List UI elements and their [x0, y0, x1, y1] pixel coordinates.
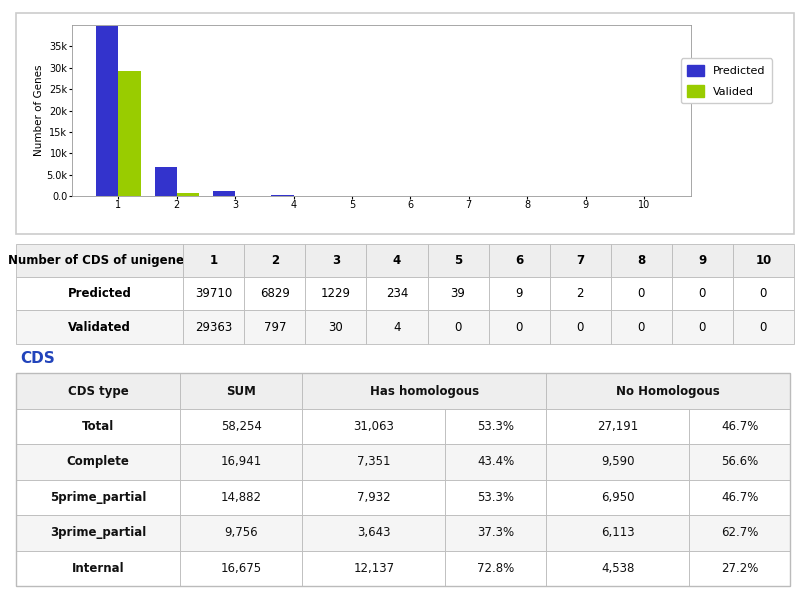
Text: 9,756: 9,756 [224, 527, 258, 540]
Text: Total: Total [82, 420, 114, 433]
Bar [446, 480, 546, 515]
Text: 31,063: 31,063 [353, 420, 394, 433]
Text: Internal: Internal [72, 562, 125, 575]
Text: 3,643: 3,643 [357, 527, 390, 540]
Bar [181, 409, 302, 444]
Text: Complete: Complete [66, 456, 130, 469]
Text: 53.3%: 53.3% [477, 491, 514, 504]
Text: 5prime_partial: 5prime_partial [50, 491, 147, 504]
Text: 43.4%: 43.4% [477, 456, 514, 469]
Bar [181, 550, 302, 586]
Bar [546, 444, 689, 480]
Text: 9,590: 9,590 [601, 456, 634, 469]
Bar [16, 444, 181, 480]
Bar [546, 409, 689, 444]
Bar [546, 373, 790, 409]
Text: 16,941: 16,941 [220, 456, 262, 469]
Text: 6,950: 6,950 [601, 491, 634, 504]
Text: 56.6%: 56.6% [721, 456, 758, 469]
Text: 12,137: 12,137 [353, 562, 394, 575]
Text: CDS type: CDS type [68, 384, 129, 398]
Text: 58,254: 58,254 [221, 420, 262, 433]
Text: 62.7%: 62.7% [721, 527, 758, 540]
Bar [16, 373, 790, 586]
Text: 16,675: 16,675 [221, 562, 262, 575]
Bar [446, 515, 546, 550]
Bar [546, 550, 689, 586]
Bar [16, 409, 181, 444]
Bar [689, 480, 790, 515]
Bar [689, 515, 790, 550]
Bar [546, 480, 689, 515]
Text: 6,113: 6,113 [601, 527, 634, 540]
Bar [302, 480, 446, 515]
Bar [16, 550, 181, 586]
Bar [446, 409, 546, 444]
Text: 3prime_partial: 3prime_partial [50, 527, 147, 540]
Bar [16, 515, 181, 550]
Bar [302, 409, 446, 444]
Bar [446, 444, 546, 480]
Text: 37.3%: 37.3% [477, 527, 514, 540]
Text: 7,932: 7,932 [357, 491, 390, 504]
Bar [16, 480, 181, 515]
Text: 4,538: 4,538 [601, 562, 634, 575]
Bar [302, 550, 446, 586]
Text: 27,191: 27,191 [597, 420, 638, 433]
Bar [302, 373, 546, 409]
Text: 27.2%: 27.2% [721, 562, 758, 575]
Text: SUM: SUM [227, 384, 256, 398]
Text: 14,882: 14,882 [221, 491, 262, 504]
Bar [546, 515, 689, 550]
Text: 53.3%: 53.3% [477, 420, 514, 433]
Bar [181, 373, 302, 409]
Bar [302, 444, 446, 480]
Text: CDS: CDS [20, 351, 55, 366]
Bar [181, 515, 302, 550]
Text: Has homologous: Has homologous [369, 384, 479, 398]
Text: No Homologous: No Homologous [616, 384, 720, 398]
Bar [181, 444, 302, 480]
Bar [446, 550, 546, 586]
Bar [689, 444, 790, 480]
Text: 46.7%: 46.7% [721, 420, 758, 433]
Text: 46.7%: 46.7% [721, 491, 758, 504]
Bar [689, 550, 790, 586]
Bar [302, 515, 446, 550]
Bar [181, 480, 302, 515]
Text: 72.8%: 72.8% [477, 562, 514, 575]
Bar [689, 409, 790, 444]
Bar [16, 373, 181, 409]
Text: 7,351: 7,351 [357, 456, 390, 469]
